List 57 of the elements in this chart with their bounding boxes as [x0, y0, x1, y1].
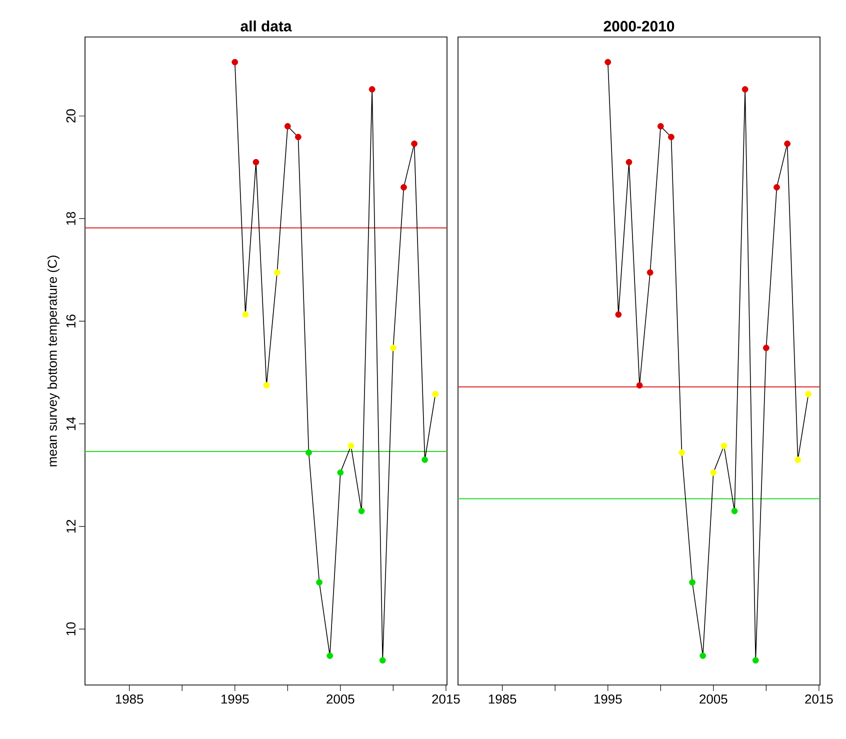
point: [752, 657, 759, 664]
point: [232, 58, 238, 66]
point: [700, 652, 706, 659]
point: [379, 657, 386, 664]
point: [295, 134, 302, 140]
point: [326, 652, 334, 659]
point: [742, 86, 748, 93]
point: [432, 390, 439, 398]
point: [252, 158, 260, 166]
y-axis-title: mean survey bottom temperature (C): [47, 256, 60, 466]
x-tick-label: 2005: [700, 694, 728, 704]
x-tick-label: 2015: [805, 694, 833, 704]
y-tick-label: 14: [66, 417, 76, 430]
y-tick-label: 20: [66, 109, 76, 123]
point: [720, 442, 728, 450]
point: [615, 311, 622, 318]
point: [263, 382, 270, 389]
y-tick-label: 12: [66, 520, 76, 533]
point: [636, 382, 643, 389]
y-tick-label: 18: [66, 212, 76, 225]
point: [337, 469, 344, 476]
point: [689, 579, 696, 586]
point: [242, 311, 249, 318]
point: [774, 184, 780, 191]
point: [411, 140, 418, 147]
point: [368, 86, 376, 93]
point: [348, 442, 354, 450]
point: [358, 508, 365, 514]
chart-title: all data: [240, 20, 292, 32]
point: [784, 140, 790, 147]
point: [316, 579, 323, 586]
x-tick-label: 1995: [594, 694, 622, 704]
point: [306, 449, 312, 456]
point: [274, 269, 280, 276]
point: [668, 134, 674, 140]
x-tick-label: 2015: [432, 694, 460, 704]
point: [626, 158, 632, 166]
point: [604, 58, 612, 66]
point: [731, 508, 738, 514]
point: [678, 449, 685, 456]
y-tick-label: 10: [66, 622, 76, 636]
y-tick-label: 16: [66, 314, 76, 328]
point: [646, 269, 654, 276]
point: [710, 469, 717, 476]
x-tick-label: 2005: [326, 694, 354, 704]
point: [400, 184, 407, 191]
x-tick-label: 1995: [221, 694, 249, 704]
point: [422, 456, 428, 463]
point: [284, 123, 291, 130]
chart-title: 2000-2010: [604, 20, 674, 32]
x-tick-label: 1985: [488, 694, 516, 704]
x-tick-label: 1985: [116, 694, 144, 704]
point: [390, 344, 396, 352]
point: [762, 344, 770, 352]
point: [805, 390, 812, 398]
point: [794, 456, 802, 463]
point: [657, 123, 664, 130]
